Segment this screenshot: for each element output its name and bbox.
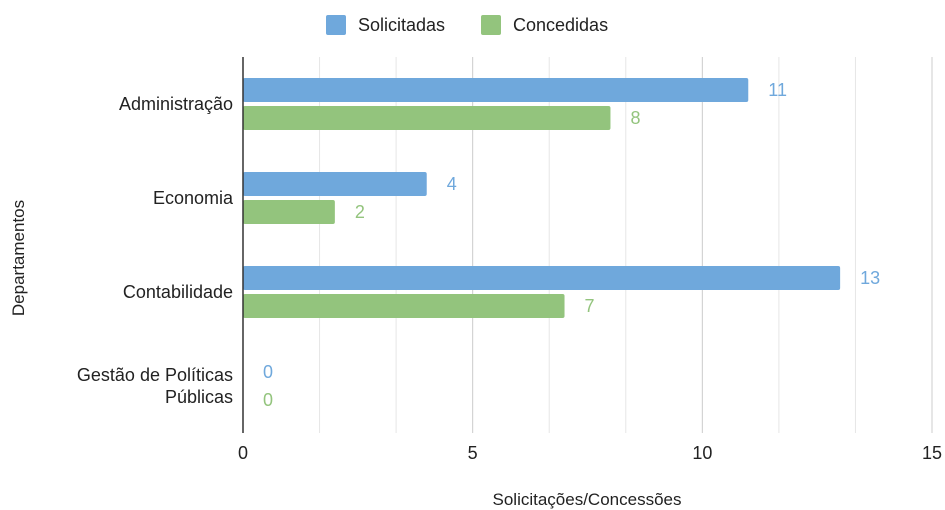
bar-solicitadas-contabilidade: [243, 266, 841, 290]
legend-label-solicitadas: Solicitadas: [358, 15, 445, 35]
x-tick-label: 0: [238, 443, 248, 463]
data-label-concedidas-economia: 2: [355, 202, 365, 222]
data-label-solicitadas-gestao-de-politicas-publicas: 0: [263, 362, 273, 382]
bar-solicitadas-economia: [243, 172, 427, 196]
bar-solicitadas-administracao: [243, 78, 749, 102]
legend-swatch-solicitadas: [326, 15, 346, 35]
data-label-solicitadas-administracao: 11: [768, 80, 787, 100]
x-tick-labels: 0 5 10 15: [238, 443, 942, 463]
x-axis-title: Solicitações/Concessões: [493, 490, 682, 509]
data-label-solicitadas-economia: 4: [447, 174, 457, 194]
bar-concedidas-economia: [243, 200, 335, 224]
data-labels: 11 8 4 2 13 7 0 0: [263, 80, 880, 410]
x-tick-label: 15: [922, 443, 942, 463]
data-label-solicitadas-contabilidade: 13: [860, 268, 880, 288]
category-labels: Administração Economia Contabilidade Gestão…: [77, 94, 234, 407]
data-label-concedidas-administracao: 8: [630, 108, 640, 128]
bar-concedidas-administracao: [243, 106, 611, 130]
y-axis-title: Departamentos: [9, 200, 28, 316]
bars: [243, 78, 841, 318]
legend-label-concedidas: Concedidas: [513, 15, 608, 35]
legend-swatch-concedidas: [481, 15, 501, 35]
x-tick-label: 10: [692, 443, 712, 463]
legend: Solicitadas Concedidas: [326, 15, 608, 35]
bar-concedidas-contabilidade: [243, 294, 565, 318]
category-label-contabilidade: Contabilidade: [123, 282, 233, 302]
data-label-concedidas-contabilidade: 7: [585, 296, 595, 316]
category-label-administracao: Administração: [119, 94, 233, 114]
x-tick-label: 5: [468, 443, 478, 463]
data-label-concedidas-gestao-de-politicas-publicas: 0: [263, 390, 273, 410]
category-label-gestao-de-politicas-publicas: Gestão de Políticas Públicas: [77, 365, 233, 407]
category-label-economia: Economia: [153, 188, 234, 208]
